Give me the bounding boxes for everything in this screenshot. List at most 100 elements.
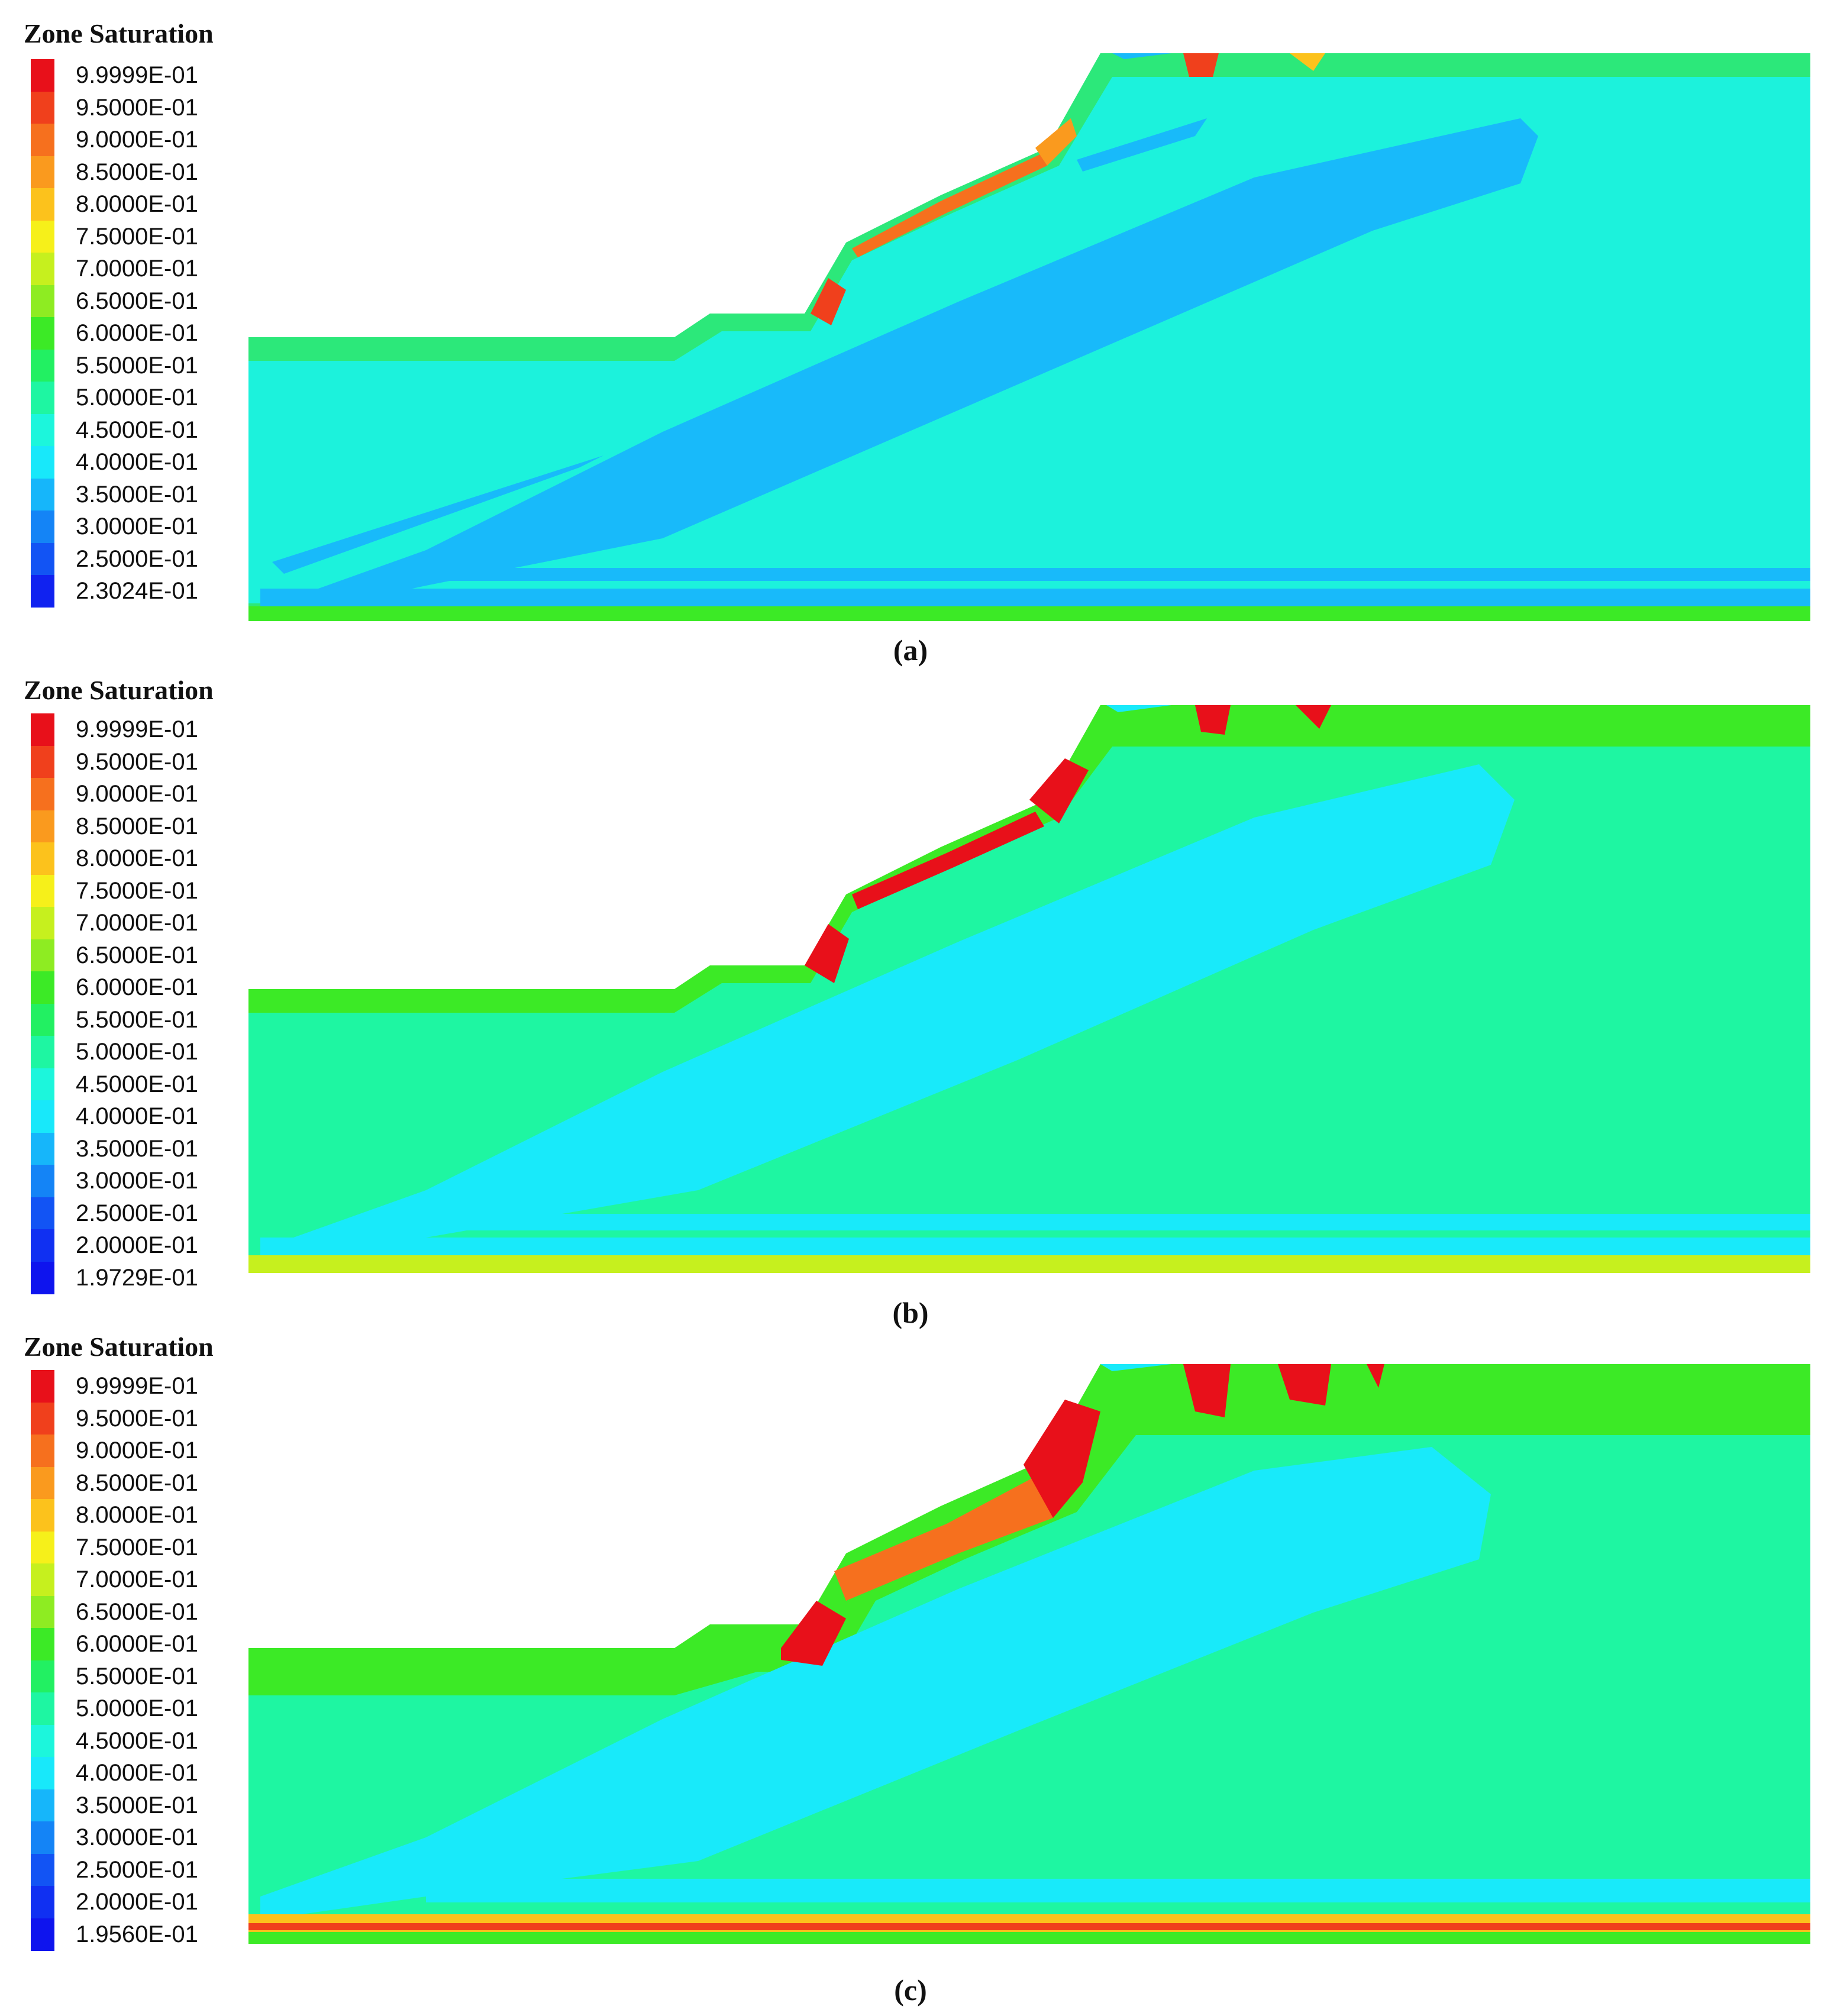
surface-wet-zone-2 [834, 1477, 1053, 1601]
legend-item: 4.5000E-01 [31, 413, 267, 447]
low-saturation-band-upper [1077, 118, 1207, 172]
legend-swatch [31, 511, 54, 543]
legend-item: 4.0000E-01 [31, 1100, 267, 1133]
legend-item: 2.5000E-01 [31, 1197, 267, 1230]
legend-item: 2.5000E-01 [31, 542, 267, 576]
legend-item: 7.5000E-01 [31, 874, 267, 907]
legend-label: 2.5000E-01 [76, 545, 198, 572]
legend-swatch [31, 1789, 54, 1822]
legend-item: 8.0000E-01 [31, 188, 267, 221]
bottom-band-1 [426, 568, 1810, 581]
legend-item: 4.5000E-01 [31, 1724, 267, 1757]
low-saturation-strip-left [272, 455, 603, 574]
legend-item: 6.0000E-01 [31, 971, 267, 1004]
legend-label: 8.0000E-01 [76, 191, 198, 217]
legend-swatch [31, 1068, 54, 1101]
surface-wet-zone-2 [852, 812, 1044, 909]
legend-swatch [31, 713, 54, 746]
legend-label: 3.5000E-01 [76, 1792, 198, 1818]
legend-item: 4.0000E-01 [31, 1757, 267, 1789]
legend-swatch [31, 842, 54, 875]
legend-swatch [31, 971, 54, 1004]
legend-swatch [31, 382, 54, 414]
legend-label: 8.0000E-01 [76, 1502, 198, 1528]
legend-item: 4.5000E-01 [31, 1068, 267, 1101]
legend-item: 4.0000E-01 [31, 446, 267, 479]
panel-caption: (a) [893, 634, 928, 667]
legend-title: Zone Saturation [24, 675, 214, 705]
legend-label: 5.5000E-01 [76, 1663, 198, 1689]
surface-wet-zone-1 [805, 924, 849, 983]
legend-label: 6.0000E-01 [76, 1631, 198, 1657]
legend-label: 7.5000E-01 [76, 877, 198, 904]
legend-swatch [31, 1499, 54, 1532]
legend-item: 8.5000E-01 [31, 1466, 267, 1500]
legend-swatch [31, 220, 54, 253]
legend-label: 4.0000E-01 [76, 1760, 198, 1786]
legend-label: 3.0000E-01 [76, 1824, 198, 1850]
legend-label: 9.9999E-01 [76, 1373, 198, 1399]
legend-swatch [31, 1132, 54, 1165]
legend-item: 7.5000E-01 [31, 1531, 267, 1564]
legend-item: 3.0000E-01 [31, 511, 267, 543]
legend-swatch [31, 317, 54, 350]
surface-wet-zone-5 [1290, 53, 1325, 71]
legend-label: 4.0000E-01 [76, 449, 198, 475]
legend-item: 3.5000E-01 [31, 1789, 267, 1822]
legend-label: 9.9999E-01 [76, 62, 198, 88]
legend-swatch [31, 810, 54, 843]
legend-label: 2.0000E-01 [76, 1889, 198, 1915]
legend-item: 9.0000E-01 [31, 778, 267, 810]
legend-label: 2.5000E-01 [76, 1200, 198, 1226]
legend-item: 9.0000E-01 [31, 124, 267, 156]
legend-label: 9.5000E-01 [76, 748, 198, 775]
legend-swatch [31, 1918, 54, 1951]
legend-swatch [31, 91, 54, 124]
legend-swatch [31, 413, 54, 447]
legend-label: 1.9560E-01 [76, 1921, 198, 1947]
surface-wet-zone-3 [1029, 758, 1089, 823]
legend-label: 7.0000E-01 [76, 1566, 198, 1592]
legend-swatch [31, 1466, 54, 1500]
legend-label: 6.5000E-01 [76, 1598, 198, 1625]
legend-swatch [31, 1724, 54, 1757]
legend-label: 5.0000E-01 [76, 1039, 198, 1065]
legend-item: 2.0000E-01 [31, 1229, 267, 1262]
legend-swatch [31, 1531, 54, 1564]
surface-wet-zone-3 [1035, 118, 1077, 166]
legend-item: 5.5000E-01 [31, 1003, 267, 1036]
legend-item: 2.3024E-01 [31, 575, 267, 608]
legend-swatch [31, 285, 54, 318]
low-saturation-band [260, 118, 1538, 621]
legend-label: 1.9729E-01 [76, 1264, 198, 1291]
legend-swatch [31, 124, 54, 156]
legend-swatch [31, 1003, 54, 1036]
legend-item: 8.5000E-01 [31, 156, 267, 189]
surface-wet-zone-2 [852, 154, 1047, 257]
surface-low-zone [1100, 1364, 1171, 1371]
legend-label: 2.3024E-01 [76, 578, 198, 604]
bottom-band-2 [260, 589, 1810, 606]
legend-label: 3.0000E-01 [76, 513, 198, 539]
legend-swatch [31, 542, 54, 576]
saturation-contour-plot [248, 1364, 1810, 1944]
legend-item: 1.9560E-01 [31, 1918, 267, 1951]
legend-label: 9.0000E-01 [76, 1437, 198, 1463]
legend-label: 9.5000E-01 [76, 1405, 198, 1432]
legend-item: 7.5000E-01 [31, 220, 267, 253]
legend-label: 6.0000E-01 [76, 320, 198, 346]
legend-swatch [31, 1853, 54, 1886]
bottom-band-1 [426, 1879, 1810, 1902]
legend-label: 2.5000E-01 [76, 1856, 198, 1883]
surface-wet-zone-4 [1183, 53, 1219, 77]
legend-swatch [31, 188, 54, 221]
legend-swatch [31, 1370, 54, 1403]
legend-item: 5.5000E-01 [31, 1660, 267, 1693]
legend-swatch [31, 1229, 54, 1262]
legend-swatch [31, 59, 54, 92]
legend-item: 9.9999E-01 [31, 713, 267, 746]
legend-label: 8.0000E-01 [76, 845, 198, 871]
legend-item: 7.0000E-01 [31, 253, 267, 285]
legend-item: 6.0000E-01 [31, 317, 267, 350]
legend-label: 9.5000E-01 [76, 94, 198, 121]
